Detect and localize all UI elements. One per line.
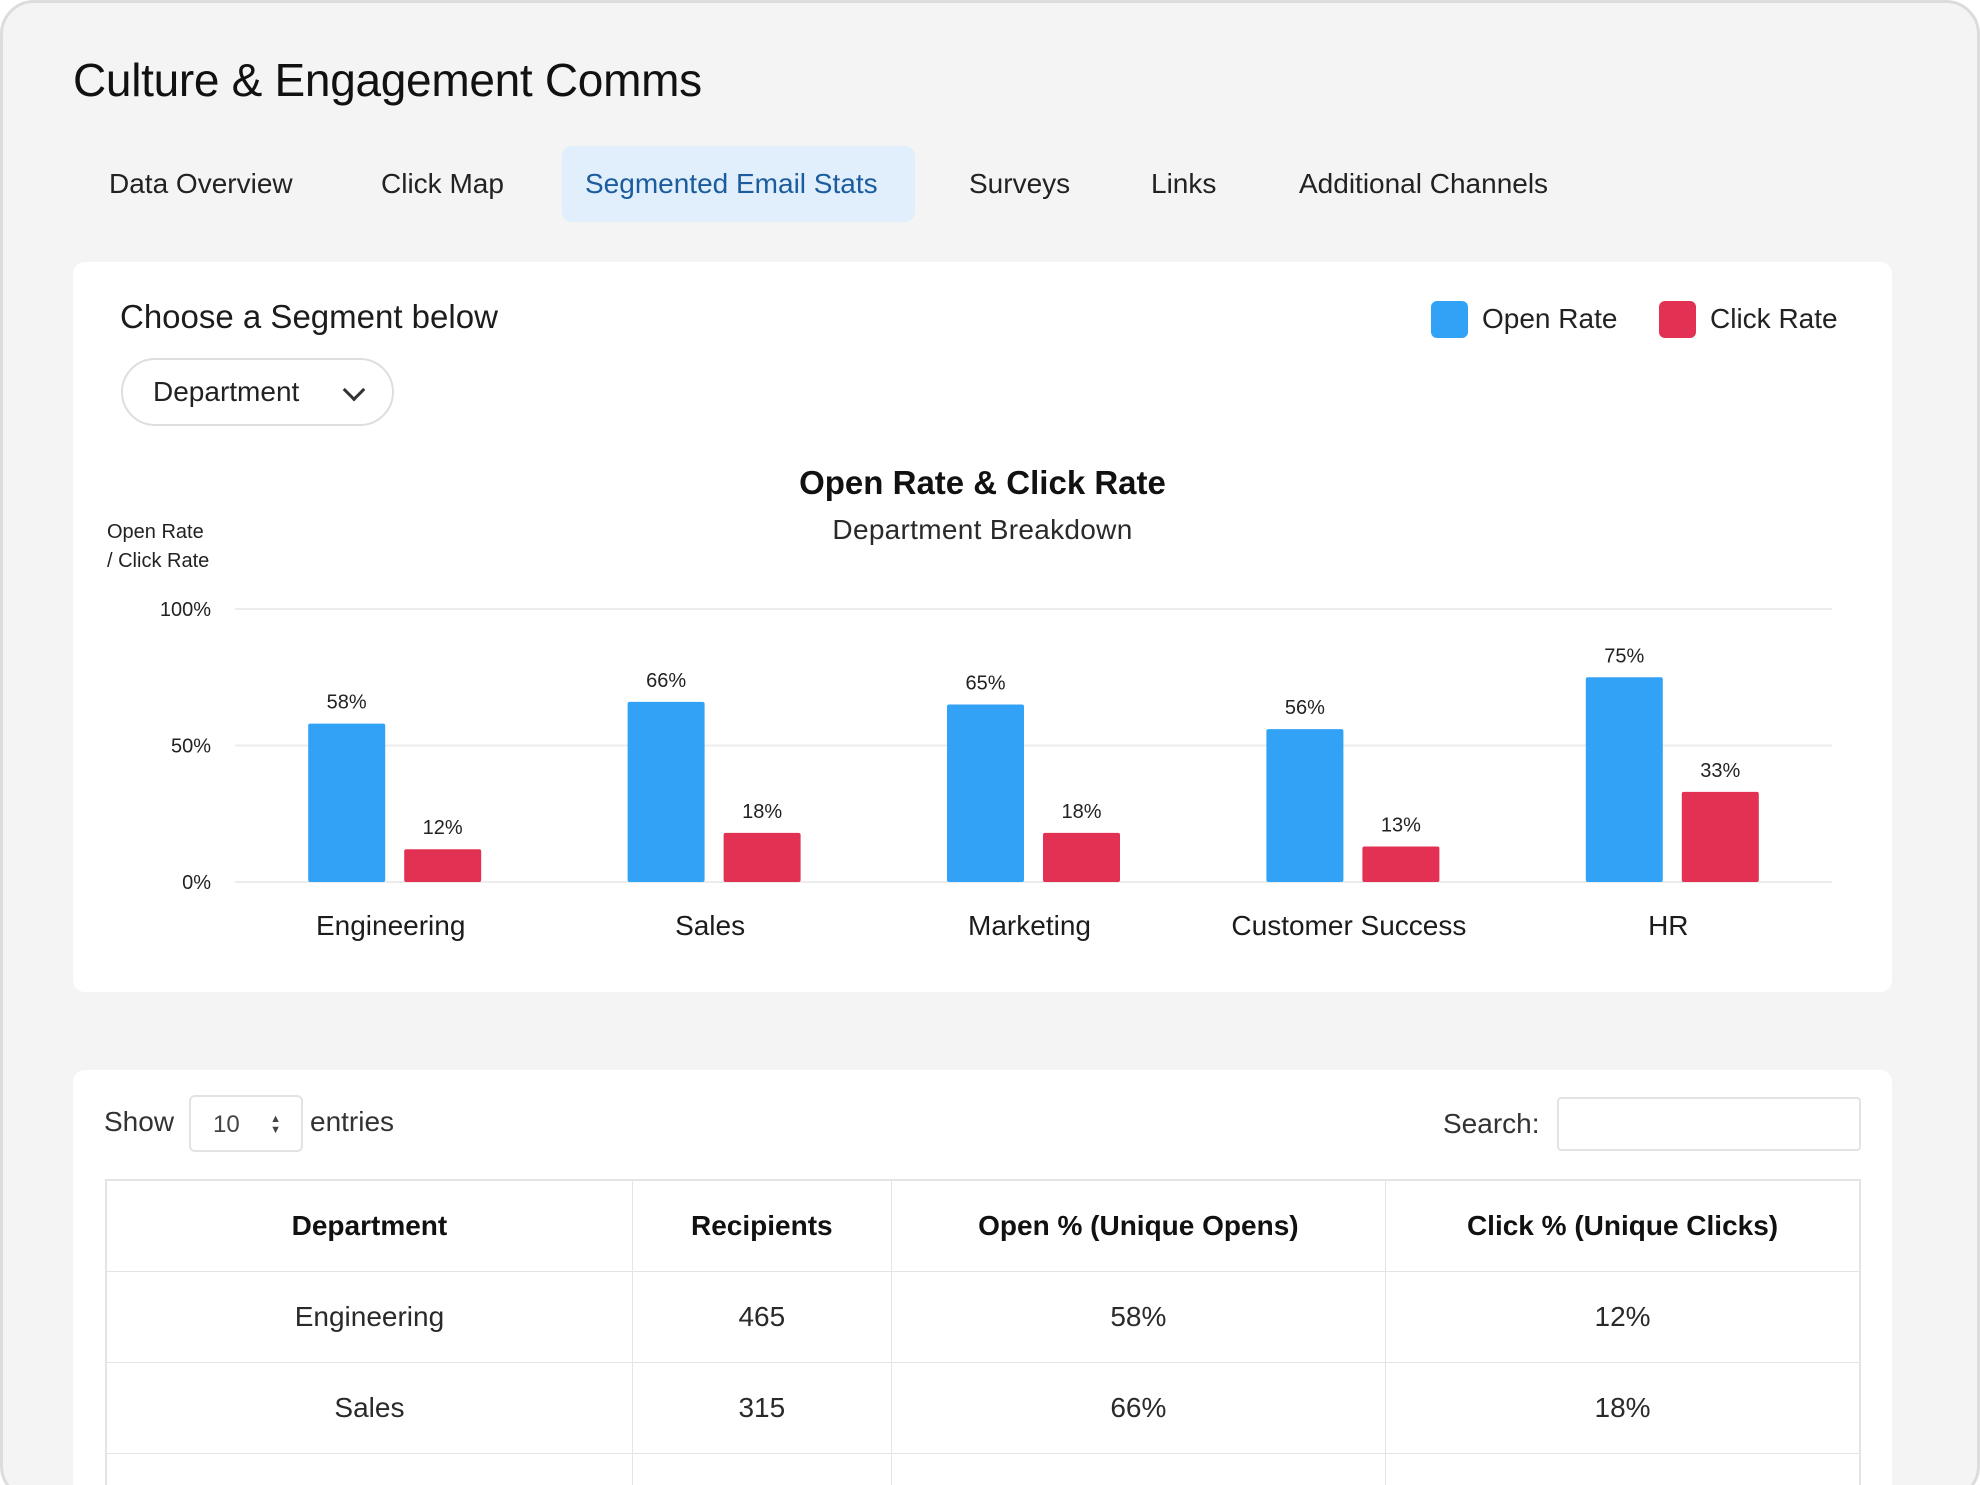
x-tick-label: Engineering [316,910,465,941]
column-header-open[interactable]: Open % (Unique Opens) [890,1179,1387,1272]
cell-recipients: 465 [631,1270,892,1363]
page-length-select[interactable]: 10 ▲ ▼ [189,1095,303,1152]
chart-card: Choose a Segment below Department Open R… [73,262,1892,992]
search-input[interactable] [1557,1097,1861,1151]
y-tick-label: 50% [171,736,211,758]
cell-department [105,1452,633,1485]
chart-title: Open Rate & Click Rate [799,464,1166,501]
y-tick-label: 100% [160,599,211,621]
bar-chart: 0% 50% 100% 58% 12% Engineering 66% 18% Sales 65%… [160,599,1832,941]
bar-open-rate [308,723,386,882]
cell-recipients [631,1452,892,1485]
cell-department: Sales [105,1361,633,1454]
legend-click-rate[interactable]: Click Rate [1659,300,1838,338]
cell-open: 66% [890,1361,1387,1454]
bar-open-rate [627,701,705,882]
column-header-recipients[interactable]: Recipients [631,1179,892,1272]
cell-click: 18% [1385,1361,1861,1454]
data-label: 66% [646,670,686,692]
data-label: 65% [965,673,1005,695]
tab-surveys[interactable]: Surveys [969,168,1071,199]
show-label: Show [104,1106,175,1137]
tab-additional-channels[interactable]: Additional Channels [1299,168,1549,199]
x-tick-label: HR [1648,910,1688,941]
x-tick-label: Sales [675,910,745,941]
segment-dropdown[interactable]: Department [121,358,394,426]
data-label: 12% [423,817,463,839]
tab-data-overview[interactable]: Data Overview [109,168,293,199]
legend-label: Click Rate [1710,303,1838,334]
search-label: Search: [1443,1108,1540,1139]
tab-links[interactable]: Links [1151,168,1217,199]
y-tick-label: 0% [182,872,211,894]
bar-open-rate [1585,677,1663,882]
chart-subtitle: Department Breakdown [832,514,1133,545]
sort-updown-icon: ▲ ▼ [270,1113,281,1136]
cell-department: Engineering [105,1270,633,1363]
table-row: Engineering 465 58% 12% [105,1270,1861,1363]
y-axis-label-line1: Open Rate [107,521,204,543]
bar-click-rate [723,832,801,882]
cell-click: 12% [1385,1270,1861,1363]
entries-label: entries [310,1106,395,1137]
page-title: Culture & Engagement Comms [73,54,702,106]
legend-open-rate[interactable]: Open Rate [1431,300,1617,338]
column-header-click[interactable]: Click % (Unique Clicks) [1385,1179,1861,1272]
x-tick-label: Marketing [968,910,1091,941]
column-header-department[interactable]: Department [105,1179,633,1272]
data-label: 58% [327,692,367,714]
bar-open-rate [1266,729,1344,882]
bar-click-rate [404,849,482,882]
legend-swatch-click-rate [1659,300,1696,338]
data-label: 18% [742,801,782,823]
data-label: 18% [1061,801,1101,823]
data-label: 33% [1700,760,1740,782]
data-label: 75% [1604,645,1644,667]
cell-open: 58% [890,1270,1387,1363]
tab-click-map[interactable]: Click Map [381,168,504,199]
cell-open [890,1452,1387,1485]
bar-click-rate [1681,791,1759,882]
bar-open-rate [947,704,1024,882]
table-row [105,1452,1861,1485]
table-header-row: Department Recipients Open % (Unique Ope… [105,1179,1861,1272]
data-label: 56% [1285,697,1325,719]
table-row: Sales 315 66% 18% [105,1361,1861,1454]
segment-label: Choose a Segment below [120,298,498,335]
y-axis-label-line2: / Click Rate [107,550,210,572]
legend-swatch-open-rate [1431,300,1468,338]
data-table: Department Recipients Open % (Unique Ope… [105,1179,1861,1485]
legend-label: Open Rate [1482,303,1618,334]
tab-bar: Data Overview Click Map Segmented Email … [3,146,1977,222]
segment-dropdown-value: Department [153,376,300,407]
cell-click [1385,1452,1861,1485]
bar-click-rate [1043,832,1120,882]
table-card: Show 10 ▲ ▼ entries Search: Department Re… [73,1070,1892,1485]
bar-click-rate [1362,846,1440,882]
tab-segmented-email-stats[interactable]: Segmented Email Stats [562,146,915,222]
cell-recipients: 315 [631,1361,892,1454]
data-label: 13% [1381,815,1421,837]
x-tick-label: Customer Success [1231,910,1466,941]
page-length-value: 10 [213,1111,240,1138]
